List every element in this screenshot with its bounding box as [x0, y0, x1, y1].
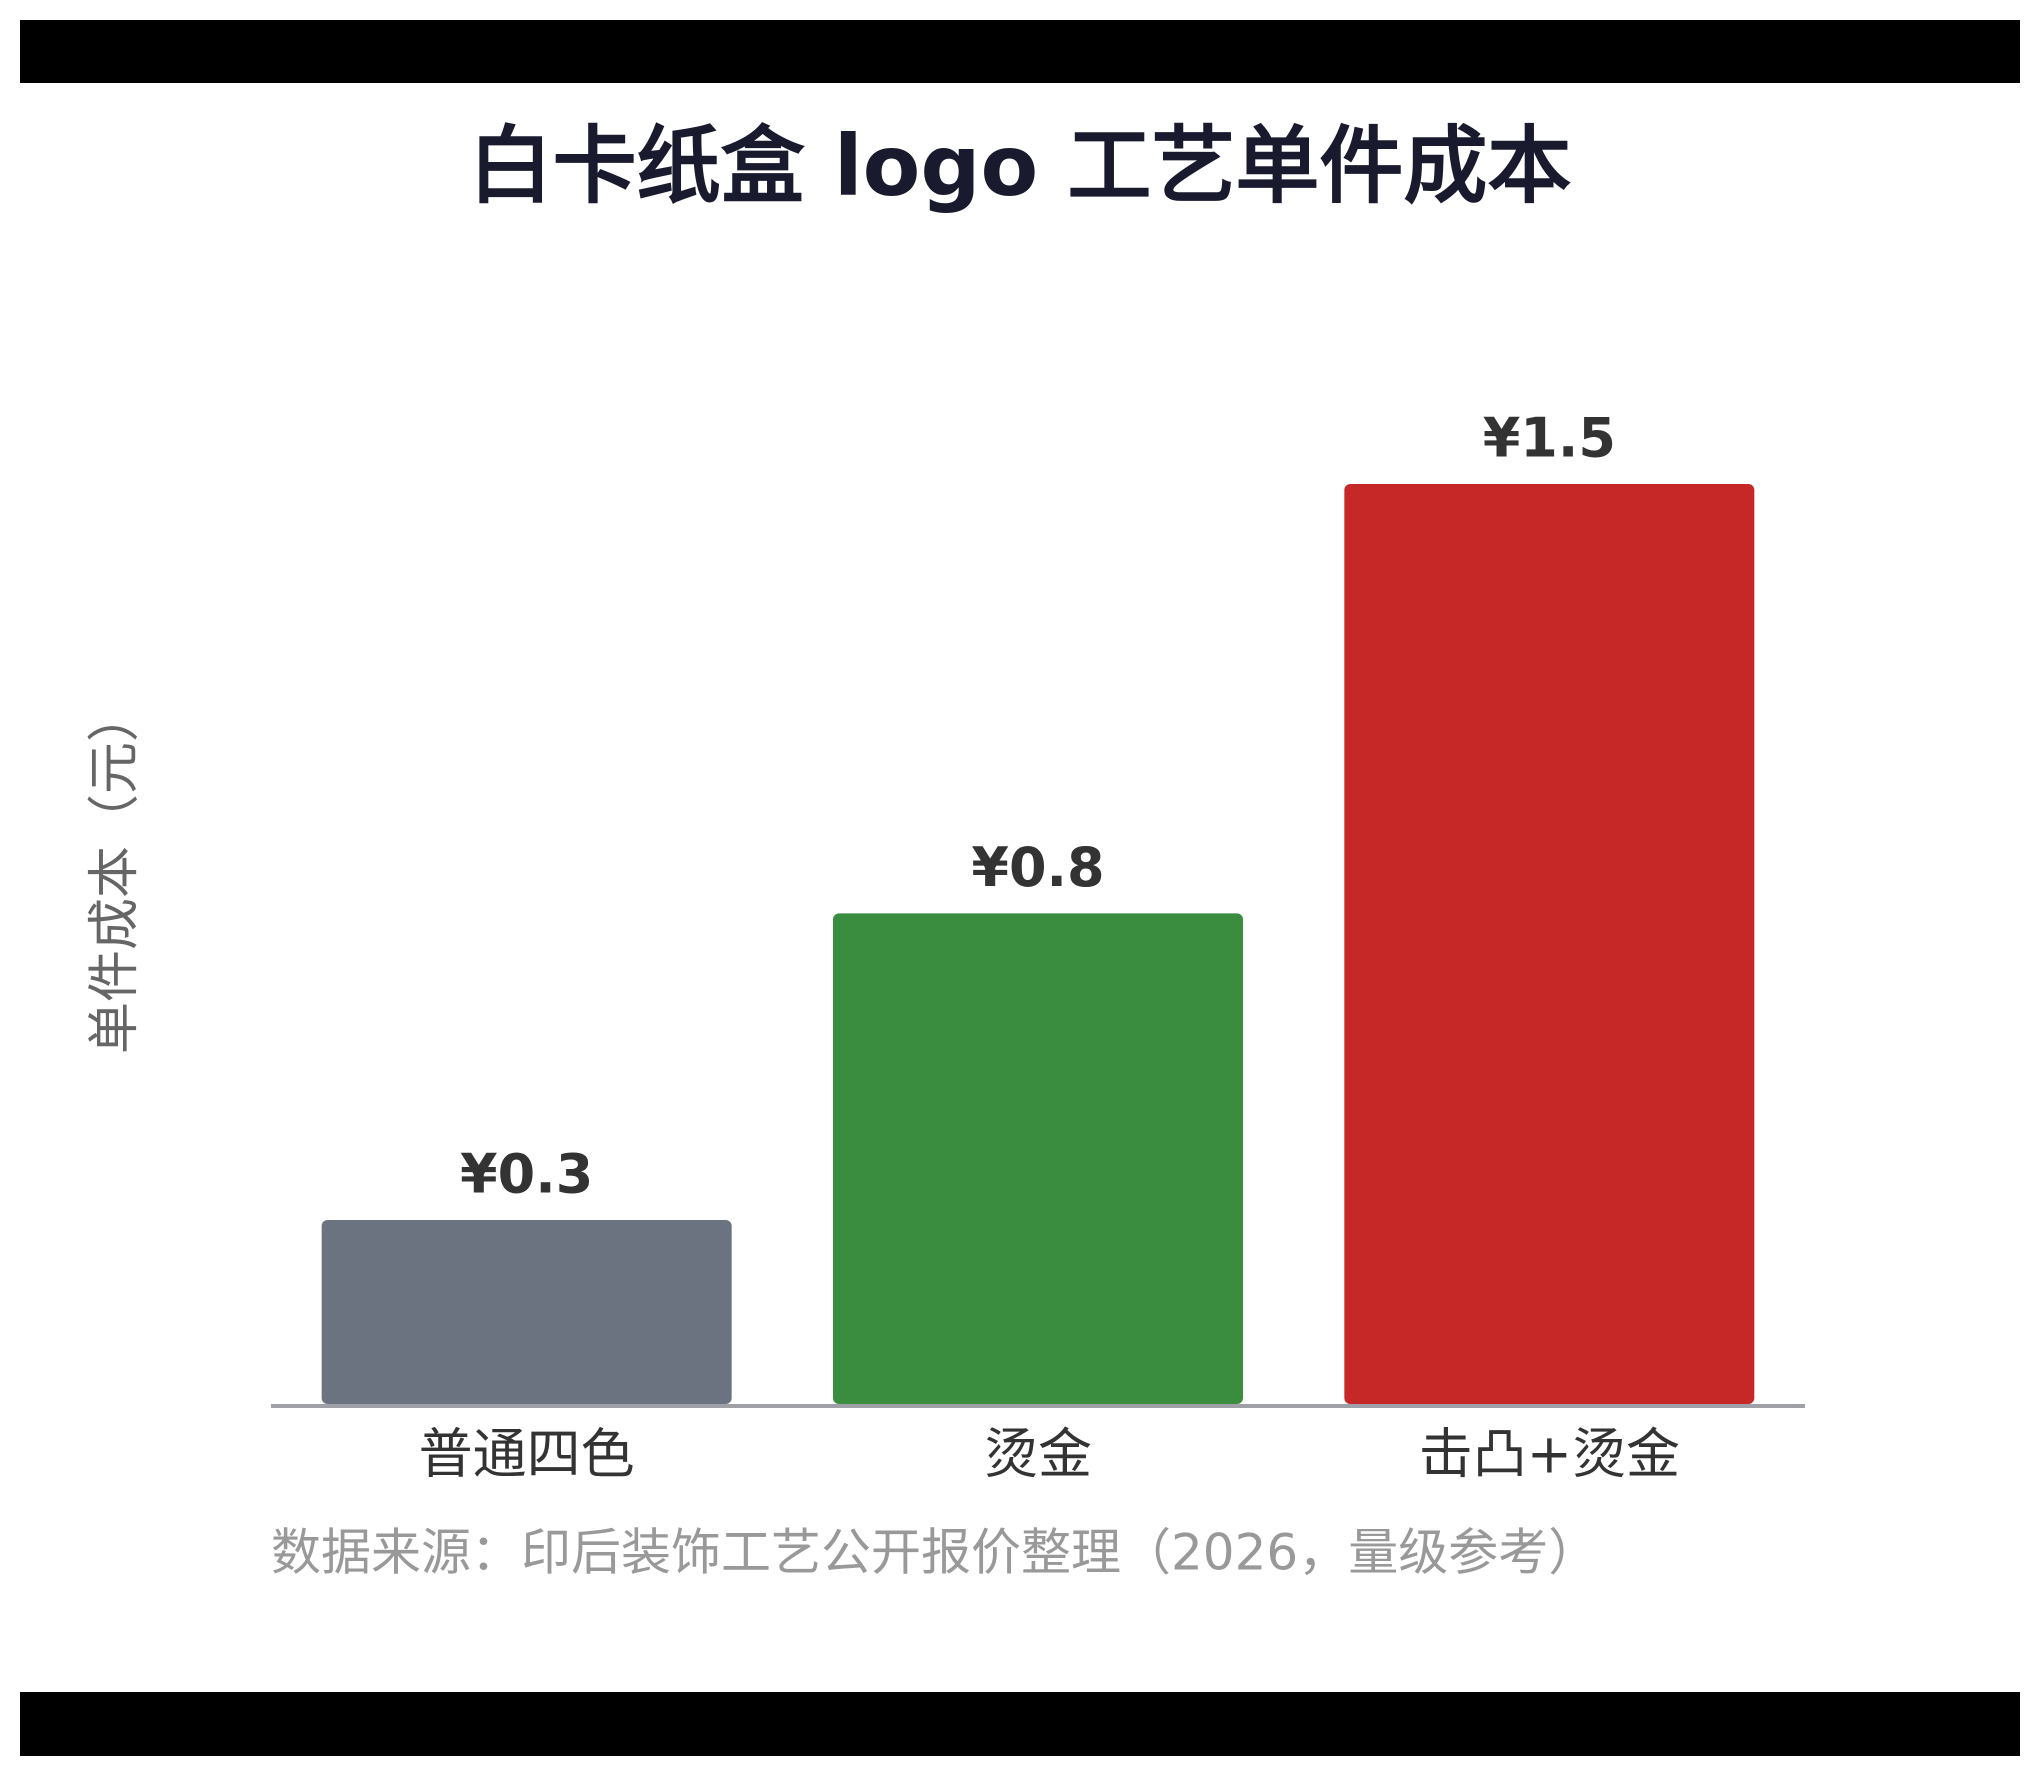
bottom-band — [20, 1692, 2020, 1756]
y-axis-label: 单件成本（元） — [85, 690, 145, 1054]
top-band — [20, 20, 2020, 83]
x-tick-label: 击凸+烫金 — [1419, 1423, 1680, 1486]
bar — [321, 1220, 732, 1404]
source-note: 数据来源：印后装饰工艺公开报价整理（2026，量级参考） — [271, 1524, 1598, 1582]
chart-title: 白卡纸盒 logo 工艺单件成本 — [469, 117, 1572, 215]
value-label: ¥0.3 — [460, 1143, 593, 1206]
value-label: ¥0.8 — [971, 836, 1104, 899]
value-label: ¥1.5 — [1483, 407, 1616, 470]
x-tick-label: 烫金 — [984, 1423, 1092, 1486]
x-tick-label: 普通四色 — [419, 1423, 635, 1486]
bar — [1344, 484, 1755, 1404]
bar — [833, 913, 1243, 1404]
